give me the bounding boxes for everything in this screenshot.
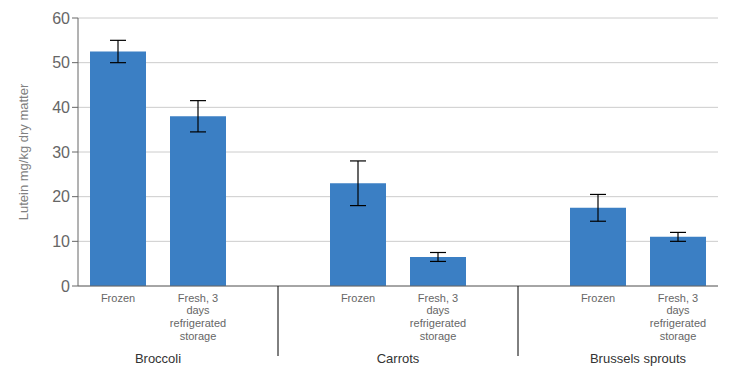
svg-text:Carrots: Carrots bbox=[377, 351, 420, 366]
svg-text:60: 60 bbox=[52, 10, 70, 27]
svg-text:Fresh, 3daysrefrigeratedstorag: Fresh, 3daysrefrigeratedstorage bbox=[650, 292, 706, 342]
svg-text:Fresh, 3daysrefrigeratedstorag: Fresh, 3daysrefrigeratedstorage bbox=[170, 292, 226, 342]
svg-text:Frozen: Frozen bbox=[101, 292, 135, 304]
svg-text:Frozen: Frozen bbox=[341, 292, 375, 304]
svg-text:Frozen: Frozen bbox=[581, 292, 615, 304]
svg-text:Brussels sprouts: Brussels sprouts bbox=[590, 351, 687, 366]
svg-text:50: 50 bbox=[52, 54, 70, 71]
svg-text:20: 20 bbox=[52, 188, 70, 205]
svg-text:Fresh, 3daysrefrigeratedstorag: Fresh, 3daysrefrigeratedstorage bbox=[410, 292, 466, 342]
svg-text:Lutein mg/kg dry matter: Lutein mg/kg dry matter bbox=[16, 83, 31, 220]
svg-text:30: 30 bbox=[52, 144, 70, 161]
svg-text:10: 10 bbox=[52, 233, 70, 250]
svg-text:Broccoli: Broccoli bbox=[135, 351, 181, 366]
svg-text:40: 40 bbox=[52, 99, 70, 116]
svg-text:0: 0 bbox=[61, 278, 70, 295]
